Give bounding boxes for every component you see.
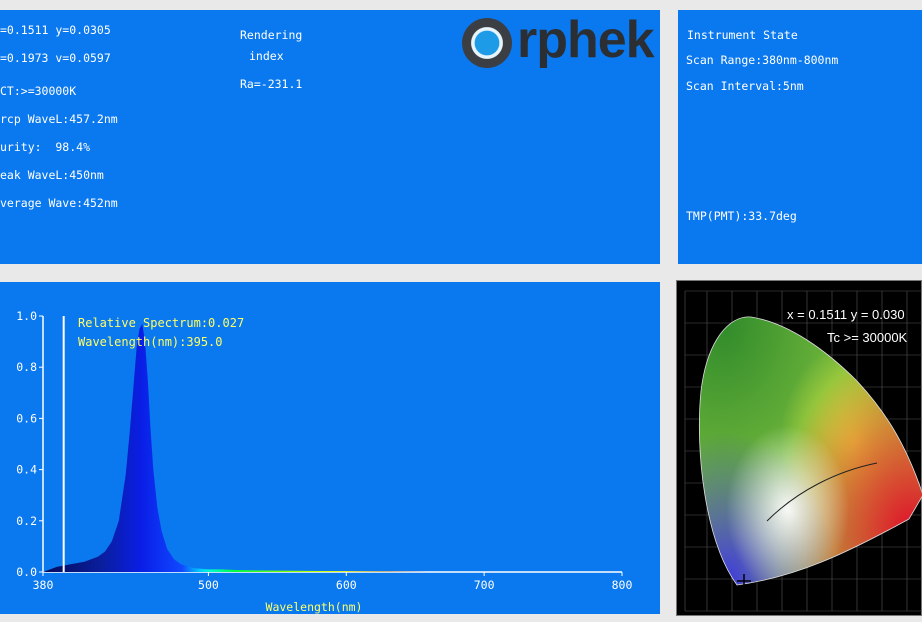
spectrum-chart[interactable]: 0.0 0.2 0.4 0.6 0.8 1.0 380 500 600 700 800 Relati… bbox=[0, 282, 660, 614]
spectral-locus bbox=[698, 316, 922, 586]
y-tick-label: 0.4 bbox=[16, 463, 37, 477]
cie-tc-readout: Tc >= 30000K bbox=[827, 330, 908, 345]
y-tick-label: 0.0 bbox=[16, 565, 37, 579]
spectrum-area bbox=[43, 323, 622, 572]
xy-coordinate-value: =0.1511 y=0.0305 bbox=[0, 23, 111, 37]
dominant-wavelength-value: rcp WaveL:457.2nm bbox=[0, 112, 118, 126]
cie-diagram-panel: x = 0.1511 y = 0.030 Tc >= 30000K bbox=[676, 280, 922, 616]
x-tick-label: 700 bbox=[474, 578, 495, 592]
x-tick-label: 500 bbox=[198, 578, 219, 592]
average-wavelength-value: verage Wave:452nm bbox=[0, 196, 118, 210]
y-tick-label: 0.8 bbox=[16, 360, 37, 374]
rendering-index-label: Rendering bbox=[240, 28, 303, 42]
chromaticity-marker-icon bbox=[737, 574, 751, 588]
spectrum-marks bbox=[43, 323, 622, 572]
y-tick-label: 0.6 bbox=[16, 411, 37, 425]
purity-value: urity: 98.4% bbox=[0, 140, 91, 154]
x-tick-label: 380 bbox=[33, 578, 54, 592]
orphek-logo-text: rphek bbox=[517, 11, 655, 69]
spectrum-chart-panel: 0.0 0.2 0.4 0.6 0.8 1.0 380 500 600 700 800 Relati… bbox=[0, 282, 660, 614]
scan-range-value: Scan Range:380nm-800nm bbox=[686, 53, 839, 67]
orphek-logo-icon bbox=[462, 18, 512, 68]
wavelength-readout: Wavelength(nm):395.0 bbox=[78, 335, 223, 349]
x-axis-label: Wavelength(nm) bbox=[266, 600, 363, 614]
relative-spectrum-readout: Relative Spectrum:0.027 bbox=[78, 316, 244, 330]
instrument-state-title: Instrument State bbox=[687, 28, 798, 42]
cie-chromaticity-diagram[interactable] bbox=[677, 281, 922, 617]
x-tick-label: 600 bbox=[336, 578, 357, 592]
instrument-state-panel: Instrument State Scan Range:380nm-800nm … bbox=[678, 10, 922, 264]
rendering-index-label-2: index bbox=[249, 49, 284, 63]
cie-xy-readout: x = 0.1511 y = 0.030 bbox=[787, 307, 905, 322]
cct-value: CT:>=30000K bbox=[0, 84, 77, 98]
scan-interval-value: Scan Interval:5nm bbox=[686, 79, 804, 93]
chromaticity-readout-panel: =0.1511 y=0.0305 =0.1973 v=0.0597 CT:>=3… bbox=[0, 10, 660, 264]
peak-wavelength-value: eak WaveL:450nm bbox=[0, 168, 104, 182]
ra-value: Ra=-231.1 bbox=[240, 77, 303, 91]
pmt-temperature-value: TMP(PMT):33.7deg bbox=[686, 209, 797, 223]
y-tick-label: 1.0 bbox=[16, 309, 37, 323]
y-tick-label: 0.2 bbox=[16, 514, 37, 528]
uv-coordinate-value: =0.1973 v=0.0597 bbox=[0, 51, 111, 65]
x-tick-label: 800 bbox=[612, 578, 633, 592]
